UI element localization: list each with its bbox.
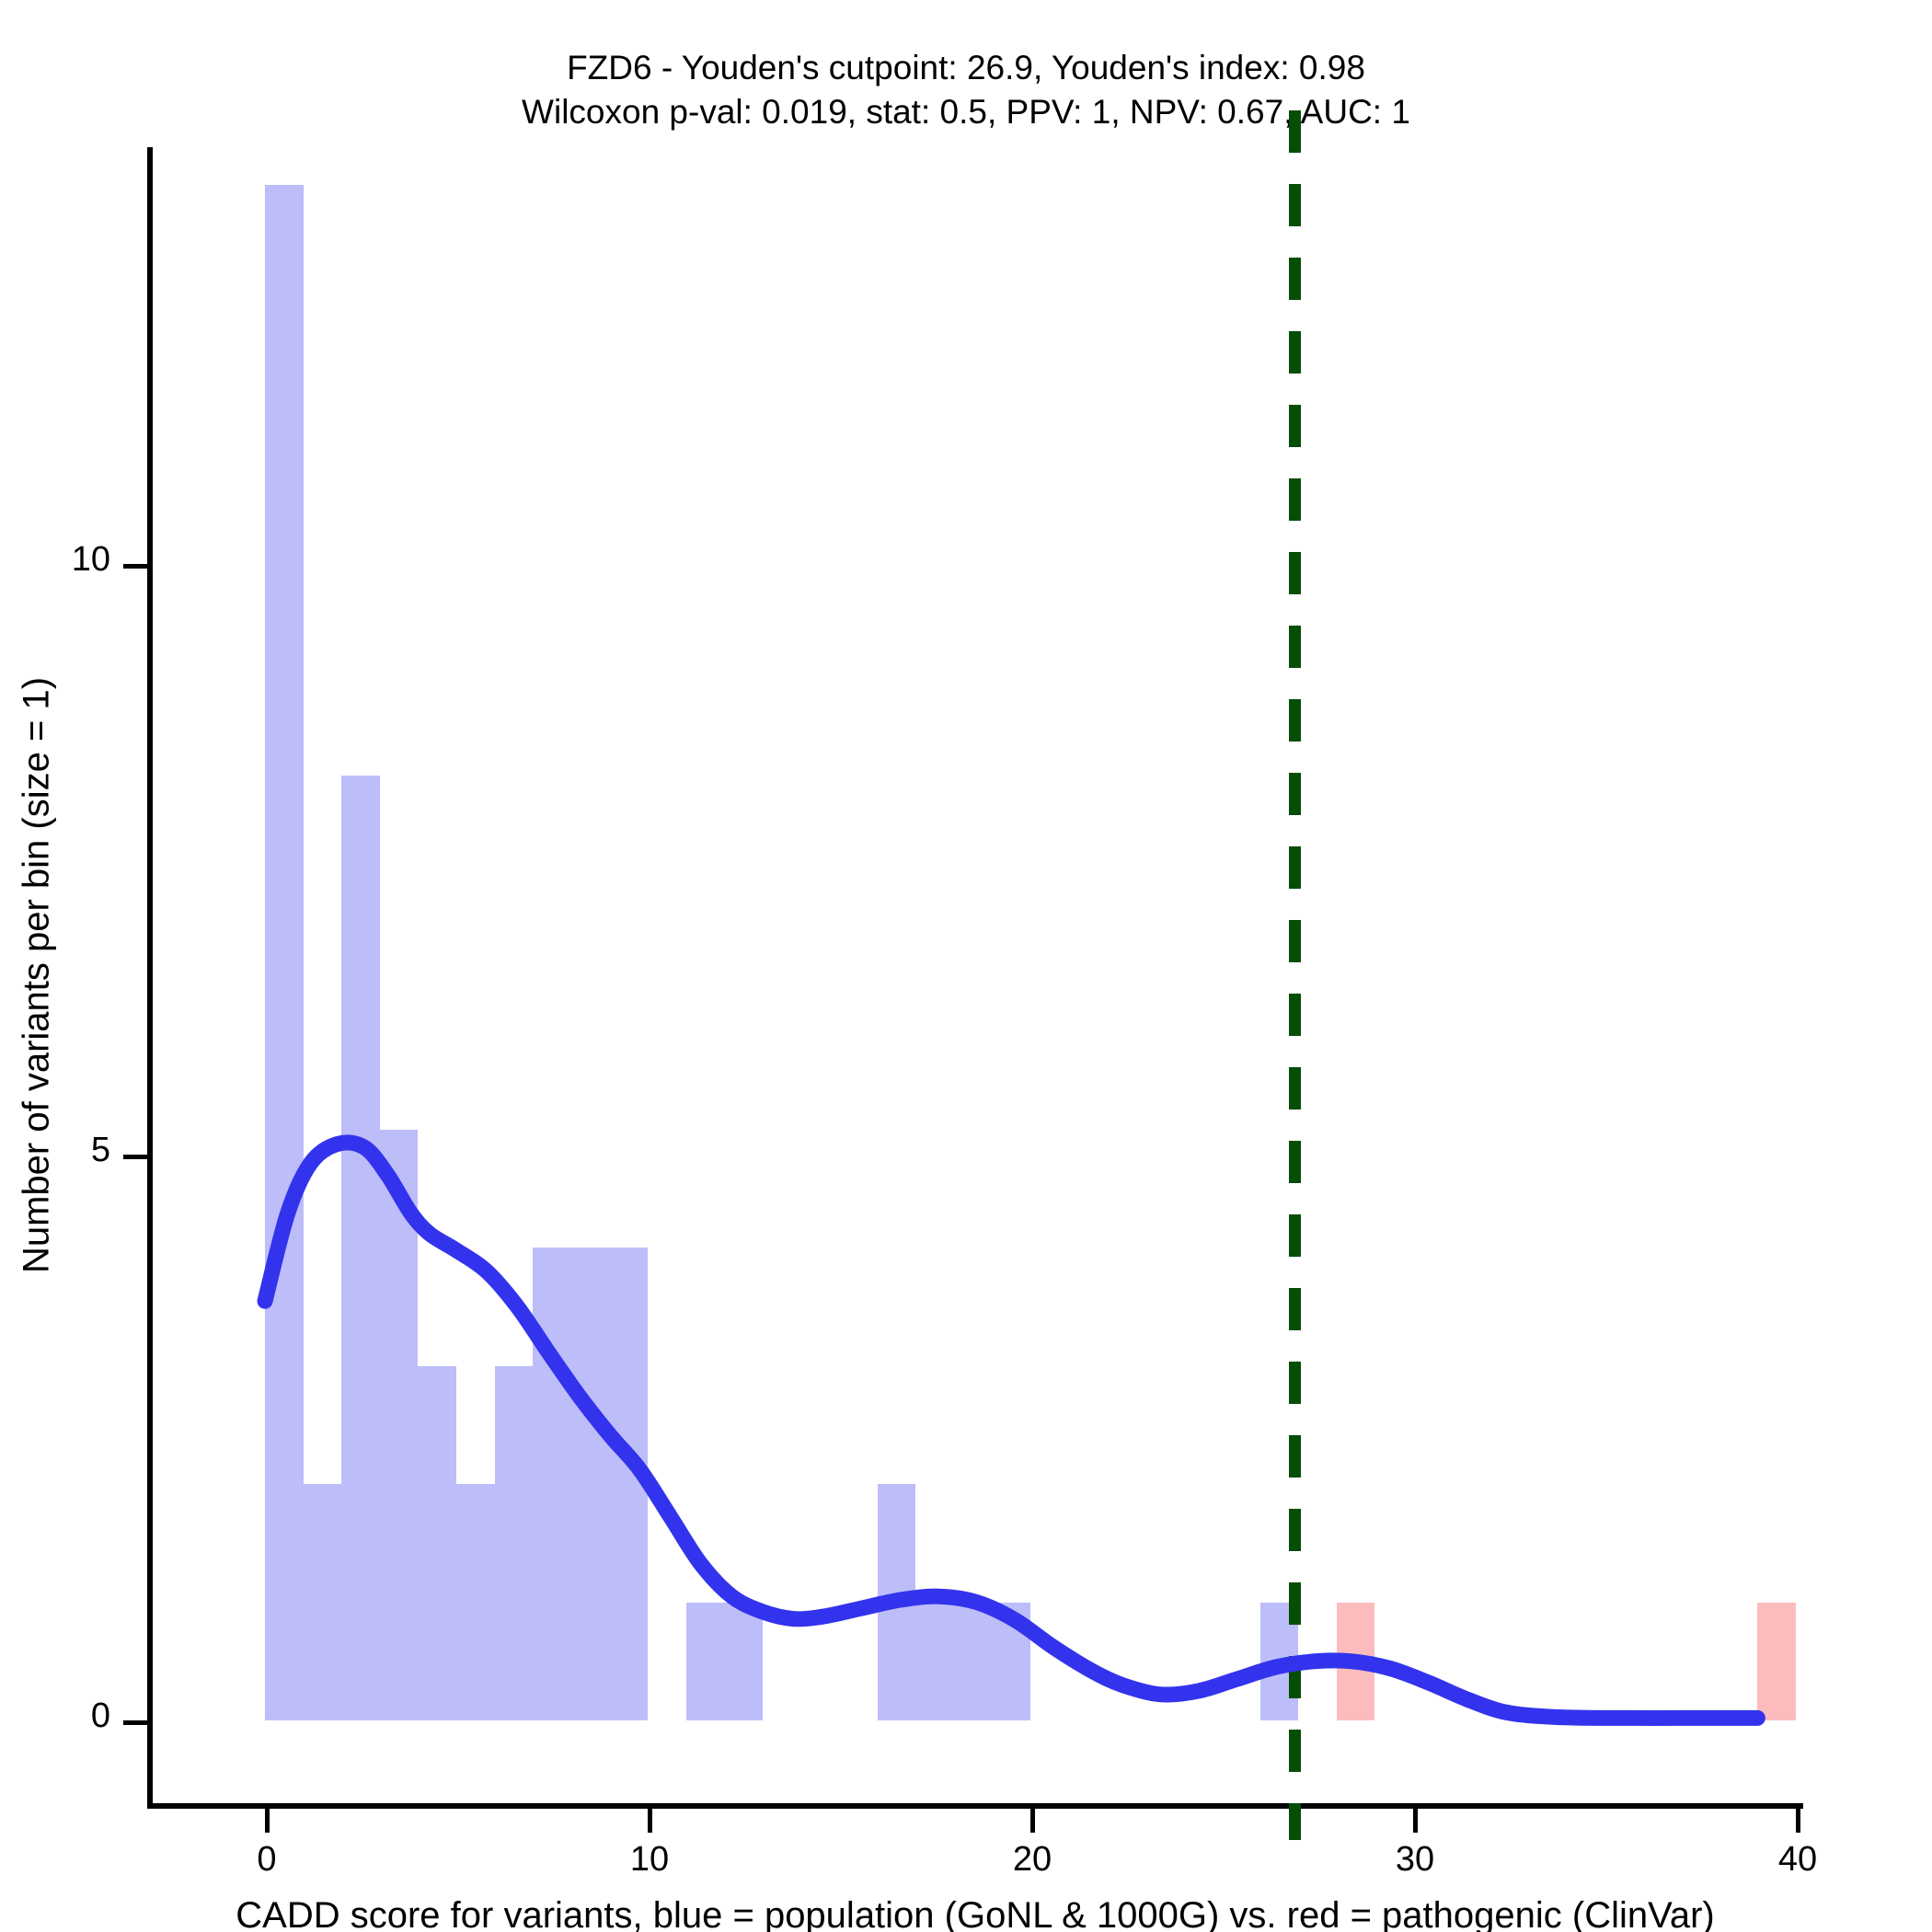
youden-cutpoint-line	[1289, 110, 1302, 1840]
y-tick-10	[123, 564, 147, 569]
histogram-bar	[418, 1365, 456, 1720]
plot-area: 0 5 10 0 10 20 30 40 Number of variants …	[17, 110, 1817, 1932]
histogram-bar	[341, 775, 380, 1720]
x-tick-20	[1030, 1809, 1035, 1833]
chart-title: FZD6 - Youden's cutpoint: 26.9, Youden's…	[0, 46, 1932, 134]
histogram-bar	[303, 1484, 342, 1720]
histogram-bar	[915, 1602, 954, 1720]
histogram-bar	[265, 184, 304, 1720]
title-line-2: Wilcoxon p-val: 0.019, stat: 0.5, PPV: 1…	[522, 93, 1410, 131]
y-tick-label-0: 0	[90, 1696, 110, 1735]
histogram-bar	[953, 1602, 993, 1720]
histogram-bar	[494, 1365, 534, 1720]
y-tick-0	[123, 1720, 147, 1725]
y-axis-line	[147, 147, 153, 1803]
x-axis-label: CADD score for variants, blue = populati…	[236, 1895, 1715, 1932]
x-tick-10	[648, 1809, 652, 1833]
x-tick-0	[265, 1809, 270, 1833]
histogram-bar	[724, 1602, 763, 1720]
histogram-bar	[1757, 1602, 1796, 1720]
x-axis-line	[147, 1803, 1803, 1809]
histogram-bar	[685, 1602, 725, 1720]
x-tick-label-10: 10	[629, 1840, 670, 1879]
histogram-bar	[456, 1484, 495, 1720]
histogram-bar	[379, 1130, 419, 1720]
x-tick-label-20: 20	[1012, 1840, 1052, 1879]
y-tick-5	[123, 1155, 147, 1159]
x-tick-30	[1413, 1809, 1418, 1833]
histogram-bar	[570, 1248, 610, 1720]
x-tick-40	[1796, 1809, 1800, 1833]
density-curve	[257, 1134, 1765, 1726]
x-tick-label-0: 0	[257, 1840, 277, 1879]
y-tick-label-5: 5	[90, 1131, 110, 1169]
y-tick-label-10: 10	[71, 540, 110, 579]
density-curve-path	[257, 1134, 1765, 1726]
x-tick-label-40: 40	[1777, 1840, 1818, 1879]
y-axis-label: Number of variants per bin (size = 1)	[16, 676, 57, 1274]
x-tick-label-30: 30	[1395, 1840, 1435, 1879]
title-line-1: FZD6 - Youden's cutpoint: 26.9, Youden's…	[567, 49, 1365, 86]
